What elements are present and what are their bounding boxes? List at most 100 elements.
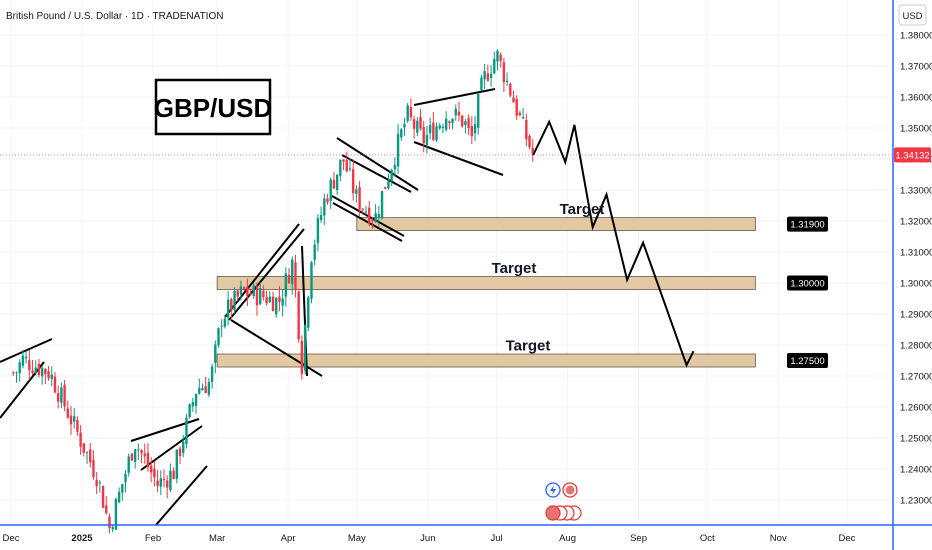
candle-body bbox=[396, 133, 400, 167]
candle-body bbox=[275, 297, 278, 315]
candle-body bbox=[377, 214, 381, 218]
y-tick-label: 1.26000 bbox=[900, 403, 932, 414]
target-price-badge bbox=[787, 353, 828, 368]
candle-body bbox=[467, 118, 470, 129]
candle-body bbox=[326, 198, 329, 203]
candle-body bbox=[169, 470, 172, 491]
candle-body bbox=[319, 214, 323, 221]
trendline[interactable] bbox=[155, 465, 208, 526]
candle-body bbox=[79, 432, 82, 447]
candle-body bbox=[351, 169, 355, 194]
candle-body bbox=[307, 297, 310, 328]
candle-body bbox=[121, 484, 124, 493]
candle-body bbox=[400, 129, 403, 138]
y-tick-label: 1.23000 bbox=[900, 496, 932, 507]
candle-body bbox=[460, 115, 464, 127]
x-tick-label: Feb bbox=[145, 533, 161, 544]
pair-label: GBP/USD bbox=[154, 93, 272, 123]
candle-body bbox=[37, 363, 41, 375]
x-tick-label: Sep bbox=[630, 533, 647, 544]
projection-path bbox=[532, 119, 695, 368]
candle-body bbox=[210, 366, 214, 383]
trendline[interactable] bbox=[332, 202, 403, 242]
candle-body bbox=[204, 386, 207, 393]
trendline[interactable] bbox=[130, 418, 200, 442]
candle-body bbox=[416, 120, 419, 133]
candle-body bbox=[50, 374, 53, 380]
candle-body bbox=[108, 516, 111, 529]
candle-body bbox=[499, 54, 502, 61]
candle-body bbox=[246, 286, 249, 296]
candle-body bbox=[255, 286, 259, 306]
candle-body bbox=[105, 505, 108, 514]
candle-body bbox=[21, 355, 25, 366]
candle-body bbox=[127, 456, 130, 473]
price-axis[interactable]: 1.380001.370001.360001.350001.340001.330… bbox=[900, 31, 932, 507]
target-zone[interactable] bbox=[356, 217, 756, 232]
candle-body bbox=[242, 287, 246, 291]
candle-body bbox=[153, 468, 156, 478]
candles bbox=[12, 49, 534, 534]
candle-body bbox=[480, 77, 483, 91]
candle-body bbox=[425, 134, 429, 146]
candle-body bbox=[188, 404, 191, 418]
trendline[interactable] bbox=[413, 88, 496, 106]
target-zone[interactable] bbox=[216, 353, 756, 368]
candle-body bbox=[178, 448, 182, 457]
candle-body bbox=[470, 126, 474, 137]
candle-body bbox=[361, 208, 364, 210]
candle-body bbox=[291, 259, 294, 285]
trendline[interactable] bbox=[0, 338, 53, 363]
candle-body bbox=[146, 452, 150, 468]
x-tick-label: Dec bbox=[3, 533, 20, 544]
candle-body bbox=[310, 262, 313, 299]
candle-body bbox=[214, 344, 217, 363]
candle-body bbox=[412, 119, 416, 129]
candle-body bbox=[313, 244, 316, 260]
candle-body bbox=[521, 117, 525, 119]
currency-button[interactable]: USD bbox=[898, 4, 927, 26]
event-stack-icon-0[interactable] bbox=[545, 505, 561, 521]
trendline[interactable] bbox=[224, 223, 300, 318]
time-axis[interactable]: Dec 2025 Feb Mar Apr May Jun Jul Aug Sep Oct Nov Dec bbox=[3, 533, 856, 544]
candle-body bbox=[166, 480, 169, 488]
candle-body bbox=[53, 376, 57, 393]
trendline[interactable] bbox=[336, 137, 419, 191]
candle-body bbox=[185, 417, 188, 444]
trendline[interactable] bbox=[331, 195, 405, 237]
trendline[interactable] bbox=[413, 141, 504, 176]
events-icons[interactable] bbox=[545, 482, 582, 521]
target-label: Target bbox=[492, 260, 537, 277]
pair-label-box: GBP/USD bbox=[154, 78, 272, 136]
y-tick-label: 1.37000 bbox=[900, 62, 932, 73]
candle-body bbox=[162, 478, 166, 480]
candle-body bbox=[28, 360, 31, 370]
candle-body bbox=[348, 168, 352, 170]
candle-body bbox=[15, 372, 18, 374]
x-tick-label: Nov bbox=[770, 533, 787, 544]
candle-body bbox=[323, 198, 326, 216]
candle-body bbox=[12, 372, 15, 374]
candle-body bbox=[149, 465, 153, 473]
candle-body bbox=[233, 290, 236, 310]
candle-body bbox=[95, 479, 98, 487]
x-tick-label: Aug bbox=[559, 533, 576, 544]
x-tick-label: Dec bbox=[839, 533, 856, 544]
candle-body bbox=[137, 449, 140, 451]
candle-body bbox=[117, 491, 121, 503]
candle-body bbox=[342, 159, 345, 162]
candle-body bbox=[56, 393, 60, 402]
candle-body bbox=[24, 356, 28, 359]
candle-body bbox=[191, 402, 195, 407]
target-zone[interactable] bbox=[216, 276, 756, 290]
y-tick-label: 1.27000 bbox=[900, 372, 932, 383]
y-tick-label: 1.29000 bbox=[900, 310, 932, 321]
candle-body bbox=[380, 191, 384, 218]
candle-body bbox=[448, 121, 451, 124]
candle-body bbox=[66, 408, 69, 418]
candle-body bbox=[236, 290, 239, 297]
candle-body bbox=[201, 387, 204, 391]
trendline[interactable] bbox=[228, 228, 305, 321]
